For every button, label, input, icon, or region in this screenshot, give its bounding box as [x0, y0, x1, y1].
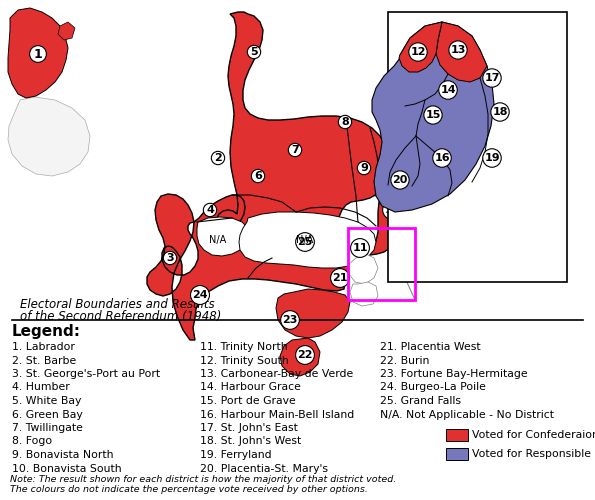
Text: Voted for Confederaion: Voted for Confederaion [472, 430, 595, 440]
Text: N/A: N/A [209, 235, 227, 245]
Polygon shape [276, 289, 350, 338]
Text: 4. Humber: 4. Humber [12, 382, 70, 392]
Text: 23. Fortune Bay-Hermitage: 23. Fortune Bay-Hermitage [380, 369, 528, 379]
Text: 1: 1 [34, 48, 42, 60]
Polygon shape [350, 282, 378, 306]
Text: 24. Burgeo-La Poile: 24. Burgeo-La Poile [380, 382, 486, 392]
Text: 19: 19 [484, 153, 500, 163]
Text: N/A: N/A [296, 235, 314, 245]
Text: 17: 17 [484, 73, 500, 83]
Polygon shape [436, 22, 487, 82]
Text: 24: 24 [192, 290, 208, 300]
Text: 10: 10 [384, 205, 400, 215]
Text: Voted for Responsible Govt.: Voted for Responsible Govt. [472, 449, 595, 459]
Text: 18. St. John's West: 18. St. John's West [200, 436, 301, 446]
Text: Note: The result shown for each district is how the majority of that district vo: Note: The result shown for each district… [10, 475, 396, 494]
Text: 1. Labrador: 1. Labrador [12, 342, 75, 352]
Text: 14: 14 [440, 85, 456, 95]
Text: 20. Placentia-St. Mary's: 20. Placentia-St. Mary's [200, 464, 328, 473]
Text: 3: 3 [166, 253, 174, 263]
Text: 16. Harbour Main-Bell Island: 16. Harbour Main-Bell Island [200, 410, 354, 420]
Text: 22: 22 [298, 350, 313, 360]
Bar [446, 448, 468, 460]
Text: 8: 8 [341, 117, 349, 127]
Polygon shape [399, 22, 442, 72]
Text: of the Second Referendum (1948): of the Second Referendum (1948) [20, 310, 221, 323]
Text: 6: 6 [254, 171, 262, 181]
Text: 12: 12 [410, 47, 426, 57]
Polygon shape [8, 97, 90, 176]
Polygon shape [372, 22, 494, 212]
Text: 22. Burin: 22. Burin [380, 356, 430, 366]
Text: 10. Bonavista South: 10. Bonavista South [12, 464, 121, 473]
Text: 18: 18 [492, 107, 508, 117]
Text: 13: 13 [450, 45, 466, 55]
Text: Electoral Boundaries and Results: Electoral Boundaries and Results [20, 298, 215, 311]
Text: 7: 7 [291, 145, 299, 155]
Text: 12. Trinity South: 12. Trinity South [200, 356, 289, 366]
Text: 20: 20 [392, 175, 408, 185]
Text: 5: 5 [250, 47, 258, 57]
Text: 5. White Bay: 5. White Bay [12, 396, 82, 406]
Text: 2. St. Barbe: 2. St. Barbe [12, 356, 76, 366]
Bar [446, 428, 468, 441]
Text: 13. Carbonear-Bay de Verde: 13. Carbonear-Bay de Verde [200, 369, 353, 379]
Polygon shape [58, 22, 75, 40]
Text: 8. Fogo: 8. Fogo [12, 436, 52, 446]
Text: 9. Bonavista North: 9. Bonavista North [12, 450, 114, 460]
Polygon shape [280, 338, 320, 376]
Polygon shape [197, 217, 249, 256]
Bar [348, 228, 415, 300]
Text: 21: 21 [332, 273, 347, 283]
Polygon shape [147, 12, 402, 340]
Text: 3. St. George's-Port au Port: 3. St. George's-Port au Port [12, 369, 160, 379]
Bar [388, 12, 567, 282]
Text: 14. Harbour Grace: 14. Harbour Grace [200, 382, 301, 392]
Text: 7. Twillingate: 7. Twillingate [12, 423, 83, 433]
Text: 9: 9 [360, 163, 368, 173]
Text: 21. Placentia West: 21. Placentia West [380, 342, 481, 352]
Text: 16: 16 [434, 153, 450, 163]
Polygon shape [349, 254, 378, 284]
Text: 6. Green Bay: 6. Green Bay [12, 410, 83, 420]
Text: Legend:: Legend: [12, 324, 81, 339]
Text: 19. Ferryland: 19. Ferryland [200, 450, 272, 460]
Polygon shape [8, 8, 68, 98]
Text: 15. Port de Grave: 15. Port de Grave [200, 396, 296, 406]
Text: 25: 25 [298, 237, 313, 247]
Text: N/A. Not Applicable - No District: N/A. Not Applicable - No District [380, 410, 554, 420]
Text: 15: 15 [425, 110, 441, 120]
Text: 25. Grand Falls: 25. Grand Falls [380, 396, 461, 406]
Text: 23: 23 [282, 315, 298, 325]
Text: 17. St. John's East: 17. St. John's East [200, 423, 298, 433]
Text: 11: 11 [352, 243, 368, 253]
Text: 4: 4 [206, 205, 214, 215]
Text: 11. Trinity North: 11. Trinity North [200, 342, 287, 352]
Text: 2: 2 [214, 153, 222, 163]
Polygon shape [239, 212, 376, 268]
